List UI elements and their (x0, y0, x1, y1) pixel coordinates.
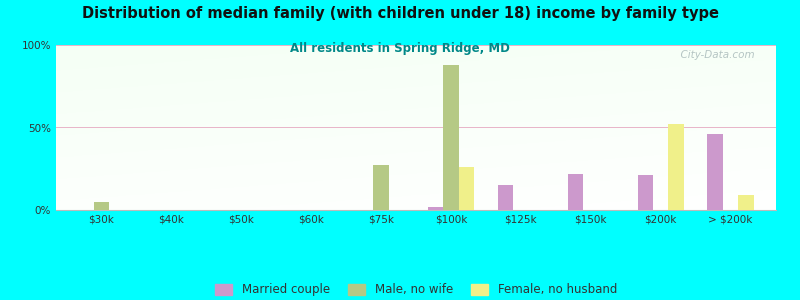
Text: All residents in Spring Ridge, MD: All residents in Spring Ridge, MD (290, 42, 510, 55)
Bar (738, 195, 754, 210)
Legend: Married couple, Male, no wife, Female, no husband: Married couple, Male, no wife, Female, n… (210, 279, 622, 300)
Bar (707, 134, 723, 210)
Bar (668, 124, 684, 210)
Bar (568, 174, 583, 210)
Bar (458, 167, 474, 210)
Bar (94, 202, 109, 210)
Text: City-Data.com: City-Data.com (674, 50, 754, 60)
Bar (374, 165, 389, 210)
Bar (443, 65, 458, 210)
Text: Distribution of median family (with children under 18) income by family type: Distribution of median family (with chil… (82, 6, 718, 21)
Bar (638, 175, 653, 210)
Bar (428, 207, 443, 210)
Bar (498, 185, 513, 210)
